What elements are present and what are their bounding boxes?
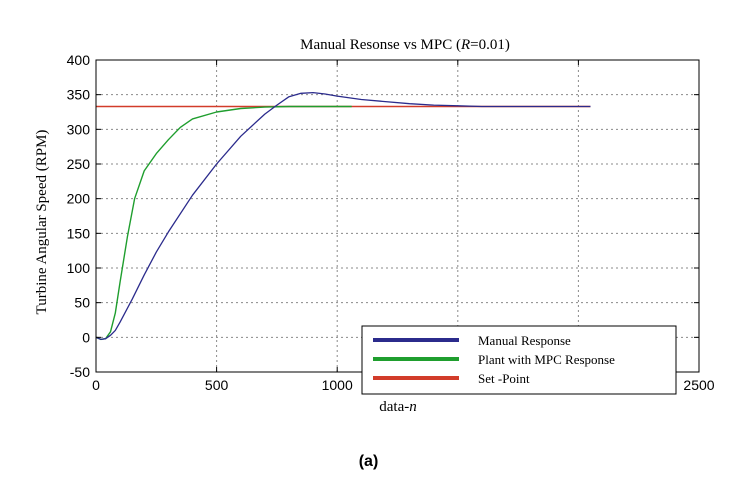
- plot-area: [96, 60, 699, 372]
- y-axis-label: Turbine Angular Speed (RPM): [34, 130, 50, 315]
- y-tick-label: 250: [67, 156, 91, 172]
- line-chart: 05001000150020002500-5005010015020025030…: [34, 37, 715, 415]
- chart-title: Manual Resonse vs MPC (R=0.01): [300, 37, 510, 53]
- x-tick-label: 500: [205, 377, 229, 393]
- legend-label: Plant with MPC Response: [478, 352, 615, 367]
- figure-caption: (a): [358, 453, 379, 470]
- y-tick-label: 100: [67, 260, 91, 276]
- legend-label: Set -Point: [478, 371, 530, 386]
- series-line-0: [95, 91, 591, 341]
- series-layer: [95, 91, 591, 341]
- grid-lines: [96, 60, 699, 372]
- x-tick-label: 0: [92, 377, 100, 393]
- y-tick-label: 150: [67, 225, 91, 241]
- y-tick-label: -50: [70, 364, 90, 380]
- y-tick-label: 200: [67, 191, 91, 207]
- legend-label: Manual Response: [478, 333, 571, 348]
- x-tick-label: 1000: [322, 377, 353, 393]
- y-tick-label: 400: [67, 52, 91, 68]
- legend: Manual Response Plant with MPC Response Se…: [361, 325, 677, 395]
- x-tick-label: 2500: [683, 377, 714, 393]
- y-tick-label: 0: [82, 329, 90, 345]
- series-line-1: [95, 105, 352, 341]
- y-tick-label: 300: [67, 121, 91, 137]
- x-axis-label: data-n: [379, 399, 416, 415]
- y-tick-label: 350: [67, 87, 91, 103]
- y-tick-label: 50: [74, 295, 90, 311]
